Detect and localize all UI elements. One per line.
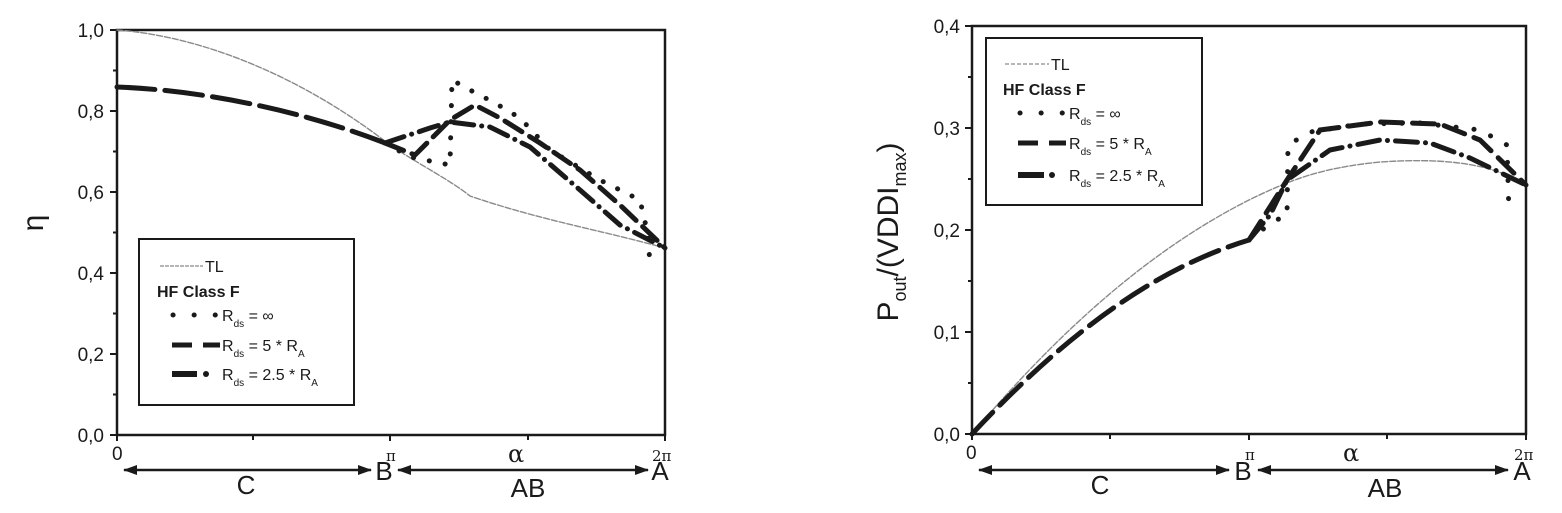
y-tick-labels: 0,4 0,3 0,2 0,1 0,0: [934, 17, 961, 446]
legend: TL HF Class F Rds = ∞ Rds = 5 * RA Rds =…: [138, 238, 355, 406]
series-rds-2p5ra: [382, 119, 668, 251]
y-tick-label: 0,2: [934, 221, 960, 242]
series-rds-5ra: [382, 102, 668, 251]
y-tick-label: 1,0: [78, 21, 104, 42]
y-tick-label: 0,8: [78, 102, 104, 123]
legend-swatch-rds-2p5ra: [203, 371, 209, 377]
x-axis: [971, 434, 1527, 440]
x-tick-label-pi: π: [386, 447, 396, 465]
y-tick-label: 0,6: [78, 183, 104, 204]
series-classf-common: [114, 84, 388, 146]
y-axis: [965, 25, 972, 435]
series-tl: [971, 159, 1527, 435]
y-tick-label: 0,4: [78, 264, 105, 285]
x-axis: [116, 435, 666, 441]
legend-header: HF Class F: [1003, 82, 1086, 99]
region-marker-a: A: [651, 456, 669, 486]
chart-efficiency: 1,0 0,8 0,6 0,4 0,2 0,0 η 0 π 2π α C B A…: [17, 21, 672, 503]
series-rds-2p5ra: [1246, 137, 1529, 243]
legend-header: HF Class F: [157, 284, 240, 301]
legend-swatch-rds-2p5ra: [1049, 172, 1055, 178]
x-tick-label-zero: 0: [966, 443, 977, 464]
region-label-ab: AB: [511, 473, 546, 503]
plot-area: [969, 119, 1529, 437]
y-tick-labels: 1,0 0,8 0,6 0,4 0,2 0,0: [78, 21, 105, 447]
region-label-c: C: [1091, 470, 1110, 500]
y-tick-label: 0,4: [934, 17, 961, 38]
legend: TL HF Class F Rds = ∞ Rds = 5 * RA Rds =…: [985, 37, 1203, 206]
y-tick-label: 0,0: [78, 426, 104, 447]
series-classf-common: [969, 237, 1252, 437]
x-tick-label-2pi: 2π: [1514, 446, 1534, 464]
legend-label-tl: TL: [1051, 57, 1070, 74]
y-tick-label: 0,3: [934, 119, 960, 140]
x-axis-title: α: [508, 440, 524, 468]
legend-label-tl: TL: [205, 259, 224, 276]
x-tick-label-zero: 0: [112, 444, 123, 465]
region-marker-a: A: [1513, 456, 1531, 486]
legend-label-rds-5ra: Rds = 5 * RA: [222, 338, 305, 360]
region-marker-b: B: [375, 456, 392, 486]
y-axis-title: Pout/(VDDImax): [872, 142, 910, 321]
y-axis-title: η: [17, 215, 50, 232]
series-rds-5ra: [1246, 119, 1529, 243]
series-rds-inf: [382, 75, 653, 268]
legend-label-rds-2p5ra: Rds = 2.5 * RA: [1069, 168, 1165, 190]
region-label-c: C: [237, 470, 256, 500]
legend-label-rds-inf: Rds = ∞: [1069, 106, 1121, 128]
y-axis: [110, 29, 117, 436]
x-tick-label-2pi: 2π: [652, 447, 672, 465]
chart-output-power: 0,4 0,3 0,2 0,1 0,0 Pout/(VDDImax) 0 π 2…: [872, 17, 1534, 503]
x-tick-label-pi: π: [1245, 446, 1255, 464]
y-tick-label: 0,1: [934, 323, 960, 344]
legend-label-rds-5ra: Rds = 5 * RA: [1069, 136, 1152, 158]
legend-label-rds-inf: Rds = ∞: [222, 308, 274, 330]
series-tl: [116, 29, 666, 249]
x-axis-title: α: [1343, 439, 1359, 467]
plot-area: [114, 29, 668, 268]
legend-label-rds-2p5ra: Rds = 2.5 * RA: [222, 367, 318, 389]
region-marker-b: B: [1234, 456, 1251, 486]
region-label-ab: AB: [1368, 473, 1403, 503]
y-tick-label: 0,2: [78, 345, 104, 366]
y-tick-label: 0,0: [934, 425, 960, 446]
